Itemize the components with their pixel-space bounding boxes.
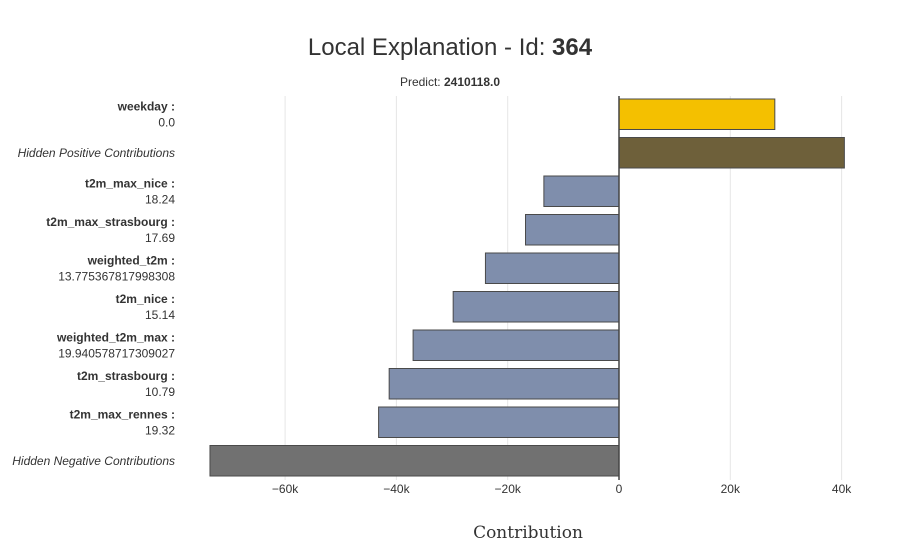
bar-positive[interactable] [618,98,776,130]
bar-negative[interactable] [388,368,620,400]
x-tick-label: 20k [721,482,741,496]
x-tick-label: 40k [832,482,852,496]
bar-hidden-positive[interactable] [618,137,845,169]
category-labels: weekday : 0.0 Hidden Positive Contribution… [12,99,175,468]
bar-negative[interactable] [452,291,620,323]
feature-value: 15.14 [145,308,175,322]
feature-name: t2m_max_strasbourg : [46,215,175,229]
feature-value: 19.32 [145,423,175,437]
feature-name: weighted_t2m : [87,253,175,267]
x-axis-ticks: −60k −40k −20k 0 20k 40k [272,482,852,496]
x-tick-label: 0 [616,482,623,496]
feature-value: 13.775367817998308 [58,269,175,283]
chart-subtitle: Predict: 2410118.0 [400,75,500,89]
bar-negative[interactable] [484,252,620,284]
feature-name: t2m_strasbourg : [77,369,175,383]
hidden-contributions-label: Hidden Positive Contributions [18,146,175,160]
feature-name: t2m_max_nice : [85,176,175,190]
bar-hidden-negative[interactable] [209,445,620,477]
feature-value: 19.940578717309027 [58,346,175,360]
x-tick-label: −60k [272,482,299,496]
x-tick-label: −40k [383,482,410,496]
feature-name: t2m_max_rennes : [70,407,175,421]
feature-name: weekday : [117,99,175,113]
bar-negative[interactable] [412,329,620,361]
hidden-contributions-label: Hidden Negative Contributions [12,454,175,468]
bar-negative[interactable] [543,175,620,207]
x-tick-label: −20k [495,482,522,496]
feature-name: t2m_nice : [116,292,175,306]
feature-value: 10.79 [145,385,175,399]
feature-name: weighted_t2m_max : [56,330,175,344]
feature-value: 17.69 [145,231,175,245]
x-axis-label: Contribution [473,523,583,543]
bar-negative[interactable] [525,214,620,246]
bar-negative[interactable] [378,406,620,438]
chart-title: Local Explanation - Id: 364 [308,34,593,61]
feature-value: 0.0 [158,115,175,129]
feature-value: 18.24 [145,192,175,206]
bars [209,98,845,477]
